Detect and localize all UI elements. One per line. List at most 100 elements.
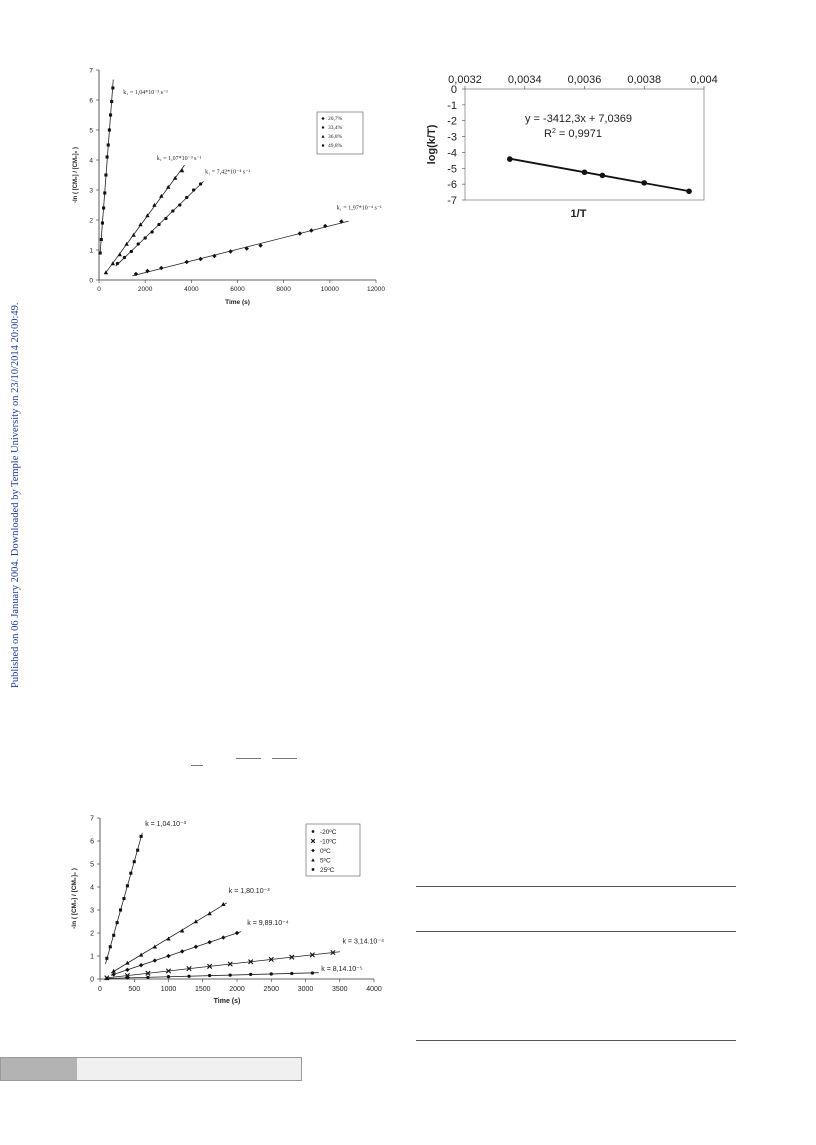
data-point (122, 896, 126, 901)
legend-marker (321, 116, 325, 121)
data-point (111, 968, 116, 973)
data-point (110, 261, 116, 266)
y-tick-label: 4 (90, 885, 94, 892)
data-point (108, 945, 112, 949)
data-point (290, 971, 294, 976)
y-axis-label: log(k/T) (426, 124, 438, 164)
x-tick-label: 3000 (298, 986, 314, 993)
data-point (165, 968, 172, 974)
data-point (136, 242, 140, 246)
table-top-rule (416, 886, 736, 887)
legend-marker (321, 134, 325, 138)
y-tick-label: -3 (447, 132, 457, 144)
data-point (228, 973, 232, 977)
data-point (193, 919, 199, 924)
footer-cell-left (1, 1058, 77, 1080)
y-tick-label: 2 (90, 931, 94, 938)
y-tick-label: 6 (90, 839, 94, 846)
plot-frame (464, 88, 705, 201)
x-tick-label: 12000 (367, 286, 385, 293)
y-tick-label: 3 (89, 188, 93, 195)
formula-fragment-2 (236, 758, 261, 759)
fit-label: k = 1,80.10⁻³ (229, 888, 271, 895)
y-tick-label: -7 (447, 195, 457, 207)
legend-marker (311, 868, 315, 871)
data-point (159, 265, 164, 271)
fit-label: k = 3,14.10⁻⁴ (342, 938, 384, 945)
data-point (133, 271, 139, 277)
x-tick-label: 6000 (230, 286, 245, 293)
data-point (207, 911, 212, 916)
x-tick-label: 0 (98, 986, 102, 993)
legend-marker (321, 126, 325, 129)
data-point (309, 952, 315, 958)
legend-label: -20ºC (320, 829, 337, 836)
x-tick-label: 1500 (195, 986, 211, 993)
x-tick-label: 4000 (366, 986, 382, 993)
data-point (185, 195, 189, 200)
data-point (166, 936, 171, 941)
table-bottom-rule (416, 1040, 736, 1041)
data-point (178, 203, 182, 207)
legend-label: 0ºC (320, 848, 331, 855)
legend-label: -10ºC (320, 839, 337, 846)
data-point (145, 970, 151, 976)
data-point (125, 960, 130, 965)
fit-label: k₁ = 1,07*10⁻³ s⁻¹ (157, 156, 202, 162)
y-tick-label: 0 (89, 278, 93, 285)
x-tick-label: 0,0032 (448, 74, 482, 86)
data-point (139, 834, 143, 838)
data-point (138, 222, 143, 227)
data-point (339, 219, 344, 224)
formula-fragment-1 (191, 765, 203, 766)
data-point (207, 940, 212, 945)
fit-label: k = 9,89.10⁻⁴ (247, 920, 289, 927)
y-tick-label: 5 (89, 128, 93, 135)
y-tick-label: 5 (90, 862, 94, 869)
fit-label: k₁ = 1,04*10⁻³ s⁻¹ (123, 90, 168, 96)
footer-cell-right (77, 1058, 301, 1080)
y-tick-label: 6 (89, 98, 93, 105)
data-point (186, 966, 192, 972)
data-point (310, 971, 314, 975)
data-point (138, 963, 144, 968)
data-point (507, 156, 513, 162)
data-point (111, 86, 115, 90)
data-point (98, 251, 102, 255)
x-axis-label: Time (s) (214, 998, 241, 1005)
data-point (179, 168, 185, 173)
fit-line (99, 79, 114, 255)
trend-line (509, 157, 690, 193)
data-point (309, 228, 314, 233)
y-tick-label: -1 (447, 100, 457, 112)
data-point (207, 963, 213, 969)
data-point (198, 182, 203, 186)
data-point (103, 270, 109, 275)
y-axis-label: -ln ( [CM₀] / [CM₀]₀ ) (73, 147, 79, 203)
x-tick-label: 0,0034 (508, 74, 542, 86)
data-point (228, 249, 233, 254)
data-point (131, 232, 136, 237)
y-tick-label: 0 (451, 84, 457, 96)
legend-label: 5ºC (320, 858, 331, 865)
data-point (221, 935, 226, 940)
data-point (159, 193, 164, 198)
legend-marker (311, 858, 315, 862)
data-point (641, 180, 648, 186)
legend-label: 20,7% (328, 116, 343, 122)
x-tick-label: 2000 (138, 286, 153, 293)
data-point (129, 249, 133, 254)
data-point (198, 256, 203, 262)
data-point (100, 221, 105, 225)
data-point (107, 128, 111, 132)
data-point (258, 243, 263, 248)
data-point (124, 972, 130, 979)
data-point (330, 949, 336, 956)
data-point (248, 959, 254, 965)
data-point (191, 188, 196, 192)
data-point (132, 860, 136, 864)
y-tick-label: 0 (90, 977, 94, 984)
x-tick-label: 2000 (229, 986, 245, 993)
publication-sidebar-note: Published on 06 January 2004. Downloaded… (10, 303, 21, 689)
data-point (599, 172, 606, 179)
